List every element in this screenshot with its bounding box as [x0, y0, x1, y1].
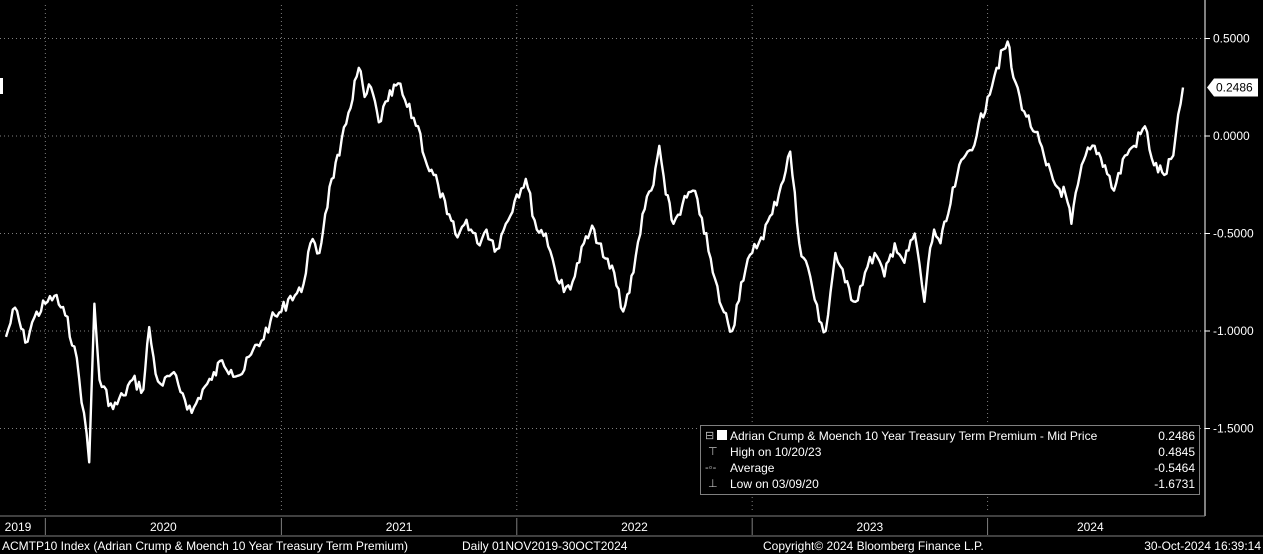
legend-series-value: 0.2486: [1158, 429, 1195, 443]
legend-box: ⊟ Adrian Crump & Moench 10 Year Treasury…: [700, 425, 1200, 495]
legend-series-label: Adrian Crump & Moench 10 Year Treasury T…: [730, 429, 1098, 443]
footer-timestamp: 30-Oct-2024 16:39:14: [1144, 539, 1261, 553]
axes: [0, 0, 1263, 537]
x-tick-label: 2019: [5, 520, 32, 534]
last-value-tag-text: 0.2486: [1216, 81, 1253, 95]
x-tick-label: 2022: [621, 520, 648, 534]
y-tick-label: -1.0000: [1213, 324, 1254, 338]
y-tick-label: -0.5000: [1213, 227, 1254, 241]
y-tick-label: 0.0000: [1213, 129, 1250, 143]
legend-series-row: ⊟ Adrian Crump & Moench 10 Year Treasury…: [701, 428, 1199, 444]
footer-ticker: ACMTP10 Index (Adrian Crump & Moench 10 …: [2, 539, 408, 553]
low-marker-icon: ⊥: [705, 478, 718, 490]
legend-high-value: 0.4845: [1158, 445, 1195, 459]
footer-bar: ACMTP10 Index (Adrian Crump & Moench 10 …: [0, 537, 1263, 554]
x-tick-label: 2023: [857, 520, 884, 534]
left-edge-marker: [0, 78, 3, 94]
high-marker-icon: ⊤: [705, 446, 718, 458]
legend-average-row: -◦- Average -0.5464: [701, 460, 1199, 476]
series-layer: [4, 40, 1185, 464]
legend-low-value: -1.6731: [1154, 477, 1195, 491]
legend-average-label: Average: [730, 461, 775, 475]
footer-copyright: Copyright© 2024 Bloomberg Finance L.P.: [763, 539, 984, 553]
x-tick-label: 2020: [150, 520, 177, 534]
legend-average-value: -0.5464: [1154, 461, 1195, 475]
legend-high-row: ⊤ High on 10/20/23 0.4845: [701, 444, 1199, 460]
last-value-tag-bg: [1207, 78, 1258, 97]
labels: 0.5000 0.0000 -0.5000 -1.0000 -1.5000 2019 202…: [5, 32, 1258, 534]
series-line: [4, 40, 1185, 464]
y-tick-label: 0.5000: [1213, 32, 1250, 46]
x-tick-label: 2024: [1077, 520, 1104, 534]
legend-high-label: High on 10/20/23: [730, 445, 822, 459]
last-value-tag: 0.2486: [1207, 78, 1258, 97]
legend-low-label: Low on 03/09/20: [730, 477, 819, 491]
series-swatch: [717, 430, 728, 440]
y-tick-label: -1.5000: [1213, 422, 1254, 436]
average-marker-icon: -◦-: [705, 462, 717, 474]
legend-low-row: ⊥ Low on 03/09/20 -1.6731: [701, 476, 1199, 492]
legend-collapse-icon[interactable]: ⊟: [705, 428, 729, 444]
x-tick-label: 2021: [386, 520, 413, 534]
footer-range: Daily 01NOV2019-30OCT2024: [462, 539, 628, 553]
